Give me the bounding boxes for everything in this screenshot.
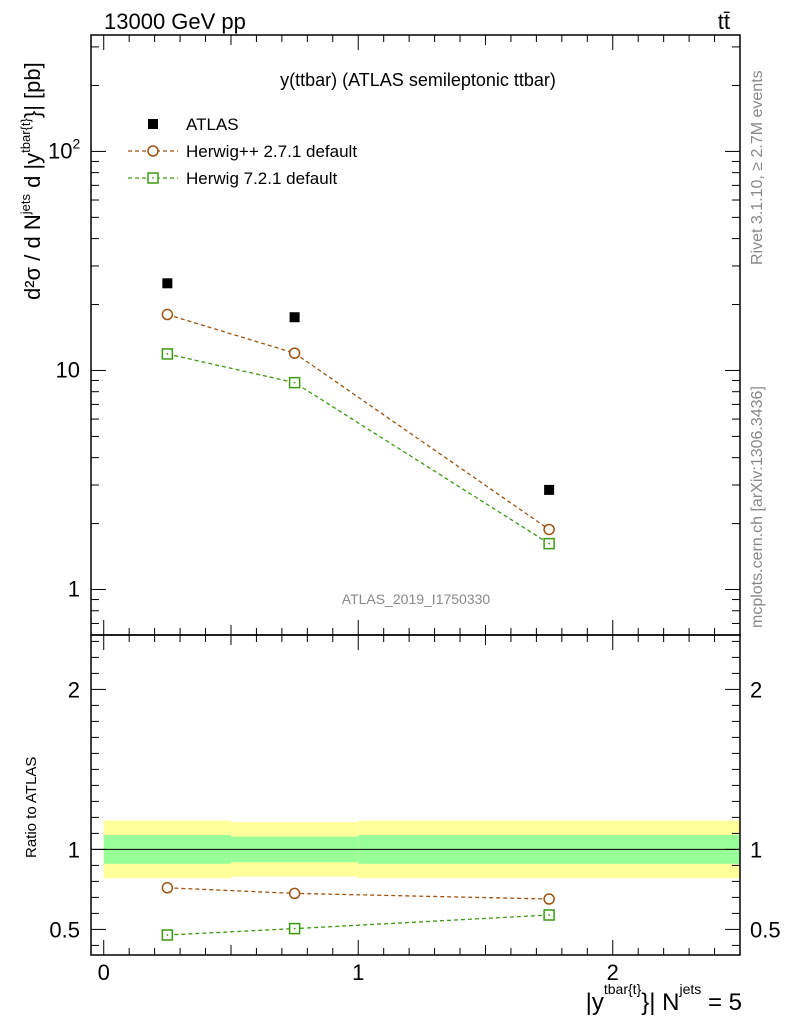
- main-ylabel-mid: d |y: [20, 153, 45, 194]
- mcplots-label: mcplots.cern.ch [arXiv:1306.3436]: [749, 386, 766, 628]
- main-point: [289, 312, 300, 323]
- main-point: [162, 278, 173, 289]
- main-ytick-label-base: 10: [48, 138, 72, 163]
- xlabel-end: = 5: [701, 989, 742, 1016]
- ratio-tick-labels: 0.5 0.5 1 1 2 2 0 1 2: [49, 677, 780, 985]
- legend-label: ATLAS: [186, 115, 239, 134]
- xlabel-sup1: tbar{t}: [604, 981, 642, 997]
- ratio-point: [161, 882, 174, 894]
- main-point-center: [548, 542, 551, 545]
- main-series-line: [167, 353, 550, 545]
- analysis-watermark: ATLAS_2019_I1750330: [342, 591, 491, 607]
- ratio-ytick-label-left: 2: [68, 677, 80, 702]
- ratio-point: [543, 893, 555, 905]
- ratio-ytick-label-right: 2: [750, 677, 762, 702]
- main-title: y(ttbar) (ATLAS semileptonic ttbar): [280, 70, 556, 90]
- main-ylabel-main: d²σ / d N: [20, 214, 45, 300]
- ratio-series-line: [167, 887, 550, 900]
- header-right-label: tt̄: [718, 9, 730, 34]
- ratio-panel: 0.5 0.5 1 1 2 2 0 1 2 Ratio to ATLAS |ytbar{t}}|…: [23, 634, 781, 1016]
- main-series-line: [167, 313, 550, 531]
- legend-marker: [147, 145, 159, 157]
- ratio-ticks: [91, 635, 740, 955]
- ratio-point-center: [293, 927, 296, 930]
- xlabel-main: |y: [586, 989, 604, 1016]
- ratio-ylabel: Ratio to ATLAS: [23, 757, 40, 858]
- legend: ATLAS Herwig++ 2.7.1 default Herwig 7.2.1 …: [128, 115, 357, 188]
- main-ylabel-sup2: tbar{t}: [18, 118, 33, 153]
- ratio-ytick-label-right: 0.5: [750, 917, 781, 942]
- main-point: [544, 484, 555, 495]
- ratio-series-lines: [167, 887, 550, 936]
- ratio-point-center: [166, 934, 169, 936]
- ratio-series-line: [167, 914, 550, 936]
- main-markers: [161, 278, 555, 550]
- header-left-label: 13000 GeV pp: [104, 9, 246, 34]
- rivet-label: Rivet 3.1.10, ≥ 2.7M events: [749, 70, 766, 265]
- main-ticks: [91, 35, 740, 635]
- ratio-ytick-label-left: 1: [68, 837, 80, 862]
- ratio-xtick-label: 2: [607, 960, 619, 985]
- main-ylabel: d²σ / d Njets d |ytbar{t}}| [pb]: [18, 62, 45, 300]
- xlabel-mid: }| N: [641, 989, 679, 1016]
- ratio-point: [288, 887, 301, 900]
- main-ytick-label-exponent: 2: [72, 135, 80, 151]
- ratio-markers: [161, 882, 555, 941]
- legend-label: Herwig++ 2.7.1 default: [186, 142, 357, 161]
- main-point: [288, 347, 301, 359]
- main-point: [543, 523, 555, 536]
- ratio-xtick-label: 0: [98, 960, 110, 985]
- main-ylabel-sup1: jets: [18, 194, 33, 216]
- ratio-frame: [90, 634, 741, 956]
- main-ytick-label: 102: [48, 135, 80, 163]
- legend-label: Herwig 7.2.1 default: [186, 169, 337, 188]
- main-ylabel-end: }| [pb]: [20, 62, 45, 118]
- legend-marker-center: [152, 177, 154, 179]
- ratio-ytick-label-right: 1: [750, 837, 762, 862]
- main-point: [161, 308, 174, 321]
- main-ytick-label: 10: [56, 357, 80, 382]
- ratio-xlabel: |ytbar{t}}| Njets = 5: [586, 981, 742, 1016]
- main-point-center: [166, 353, 169, 355]
- ratio-point-center: [548, 914, 551, 916]
- legend-marker: [148, 119, 158, 129]
- main-ytick-label: 1: [68, 577, 80, 602]
- ratio-ytick-label-left: 0.5: [49, 917, 80, 942]
- main-series-lines: [167, 313, 550, 545]
- main-point-center: [293, 381, 296, 384]
- ratio-xtick-label: 1: [352, 960, 364, 985]
- xlabel-sup2: jets: [679, 981, 702, 997]
